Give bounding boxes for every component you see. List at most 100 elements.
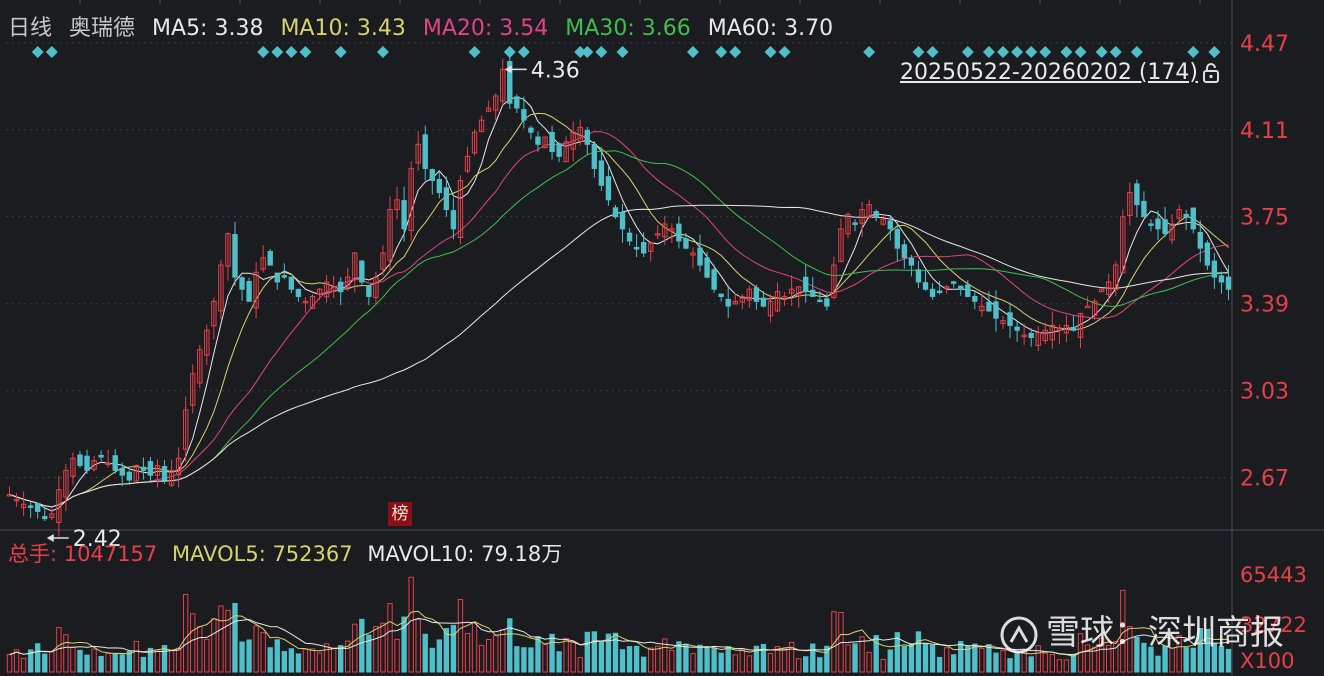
mavol5-label: MAVOL5: 752367 xyxy=(171,542,353,566)
candle-body xyxy=(1035,332,1041,346)
candle-body xyxy=(190,373,196,406)
candle-body xyxy=(535,136,541,145)
mavol10-label: MAVOL10: 79.18万 xyxy=(367,542,563,566)
candle-body xyxy=(225,233,231,267)
candle-body xyxy=(330,286,337,292)
volume-bar xyxy=(852,643,858,673)
candle-body xyxy=(387,208,393,261)
marker-diamond xyxy=(1025,46,1038,58)
candle-body xyxy=(838,228,844,263)
volume-bar xyxy=(584,631,590,673)
volume-bar xyxy=(908,643,915,673)
volume-bar xyxy=(1014,653,1020,673)
volume-bar xyxy=(49,651,55,673)
volume-bar xyxy=(246,639,252,673)
candle-body xyxy=(739,295,745,303)
volume-bar xyxy=(450,624,457,673)
volume-bar xyxy=(302,648,309,673)
volume-bar xyxy=(316,652,323,673)
volume-bar xyxy=(605,633,612,673)
candle-body xyxy=(894,229,901,249)
lock-icon[interactable] xyxy=(1202,62,1220,84)
marker-diamond xyxy=(517,46,530,58)
ranking-badge[interactable]: 榜 xyxy=(388,502,412,526)
candle-body xyxy=(859,208,865,224)
candle-body xyxy=(408,167,414,231)
marker-diamond xyxy=(376,46,389,58)
volume-bar xyxy=(612,632,619,673)
marker-diamond xyxy=(764,46,777,58)
candle-body xyxy=(1049,324,1056,341)
volume-bar xyxy=(739,649,745,673)
volume-bar xyxy=(676,641,682,673)
volume-bar xyxy=(979,648,985,673)
volume-bar xyxy=(253,625,259,673)
candle-body xyxy=(1204,242,1211,266)
candle-body xyxy=(140,466,147,471)
volume-bar xyxy=(950,654,957,673)
volume-bar xyxy=(873,635,879,673)
volume-bar xyxy=(535,636,541,673)
marker-diamond xyxy=(1130,46,1143,58)
volume-bar xyxy=(507,618,513,673)
candle-body xyxy=(704,257,710,278)
candle-body xyxy=(471,131,478,154)
candle-body xyxy=(288,276,295,290)
candlesticks xyxy=(6,52,1232,537)
candle-body xyxy=(1120,216,1126,274)
volume-bar xyxy=(1218,645,1225,673)
candle-body xyxy=(979,305,985,312)
candle-body xyxy=(147,461,154,476)
candle-body xyxy=(1007,312,1013,326)
chart-header: 日线 奥瑞德 MA5: 3.38 MA10: 3.43 MA20: 3.54 M… xyxy=(8,10,843,42)
volume-bar xyxy=(697,644,703,673)
volume-bar xyxy=(422,633,428,673)
date-range-link[interactable]: 20250522-20260202 (174) xyxy=(899,60,1198,85)
candle-body xyxy=(1141,200,1147,218)
candle-body xyxy=(1070,326,1077,331)
volume-bar xyxy=(817,657,823,673)
candle-body xyxy=(958,285,964,290)
candle-body xyxy=(77,454,83,467)
volume-bar xyxy=(232,602,238,673)
candle-body xyxy=(429,169,435,182)
volume-bar xyxy=(1190,647,1196,673)
volume-bar xyxy=(972,643,978,673)
volume-bar xyxy=(218,605,224,673)
marker-diamond xyxy=(1095,46,1108,58)
marker-diamond xyxy=(1039,46,1052,58)
candle-body xyxy=(20,503,27,508)
candle-body xyxy=(1176,208,1182,219)
candle-body xyxy=(598,160,605,186)
volume-bar xyxy=(563,637,569,673)
marker-diamond xyxy=(729,46,742,58)
volume-bar xyxy=(626,646,633,673)
volume-bar xyxy=(337,645,344,673)
volume-bar xyxy=(633,645,640,673)
volume-bar xyxy=(1084,644,1091,673)
volume-bar xyxy=(70,646,76,673)
volume-bar xyxy=(711,647,717,673)
marker-diamond xyxy=(912,46,925,58)
candle-body xyxy=(936,290,943,294)
candle-body xyxy=(584,129,590,145)
period-label[interactable]: 日线 xyxy=(8,16,53,41)
volume-bar xyxy=(500,629,506,673)
volume-bar xyxy=(986,644,992,673)
volume-bar xyxy=(655,645,661,673)
candle-body xyxy=(1162,219,1168,235)
candle-body xyxy=(732,300,738,305)
candle-body xyxy=(323,281,330,298)
candle-body xyxy=(337,281,344,293)
volume-bar xyxy=(373,626,379,673)
candle-body xyxy=(873,211,879,218)
volume-bar xyxy=(577,657,583,673)
volume-bar xyxy=(140,656,147,673)
candle-body xyxy=(690,252,696,256)
volume-bar xyxy=(42,653,48,673)
volume-bar xyxy=(753,645,760,673)
volume-bar xyxy=(493,635,499,673)
candle-body xyxy=(993,301,999,319)
volume-bar xyxy=(725,646,731,673)
marker-diamond xyxy=(1109,46,1122,58)
